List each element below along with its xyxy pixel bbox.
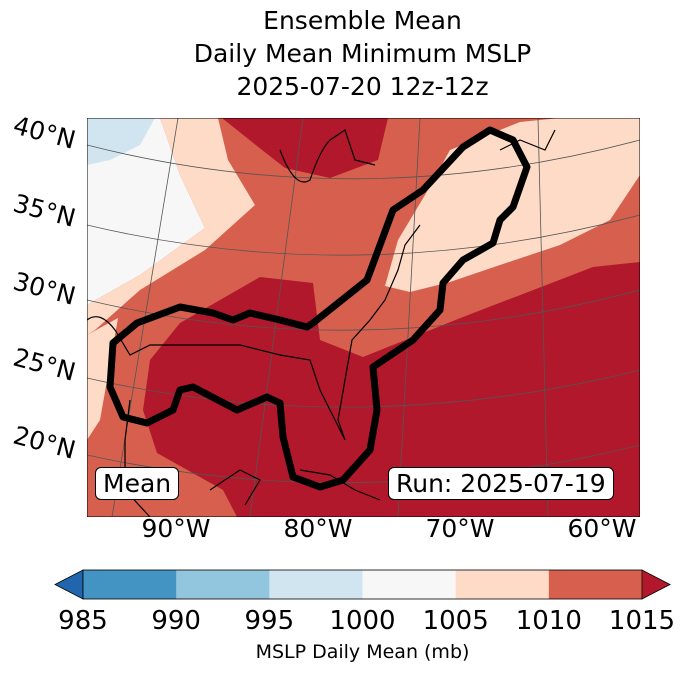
colorbar-under-triangle bbox=[54, 569, 84, 600]
lat-label-30n: 30°N bbox=[10, 266, 79, 311]
colorbar-tick-label: 1010 bbox=[515, 606, 582, 636]
colorbar-segment bbox=[455, 570, 550, 599]
colorbar-outline bbox=[82, 569, 643, 600]
colorbar-label: MSLP Daily Mean (mb) bbox=[255, 641, 470, 663]
lon-label-70w: 70°W bbox=[425, 514, 495, 543]
colorbar-segment bbox=[269, 570, 363, 599]
colorbar-segment bbox=[362, 570, 457, 599]
colorbar-tick-label: 1005 bbox=[422, 606, 489, 636]
colorbar-segment bbox=[83, 570, 177, 599]
colorbar-tick-label: 990 bbox=[151, 606, 201, 636]
lat-label-35n: 35°N bbox=[10, 188, 79, 233]
colorbar-tick-label: 1000 bbox=[329, 606, 396, 636]
title-line-2: Daily Mean Minimum MSLP bbox=[193, 39, 532, 68]
lat-label-40n: 40°N bbox=[10, 110, 79, 155]
probability-contour bbox=[106, 126, 531, 491]
field-1005-1010-west bbox=[87, 118, 255, 335]
mean-label-box: Mean bbox=[95, 467, 180, 500]
field-1000-1005 bbox=[87, 118, 205, 305]
colorbar-tick-label: 985 bbox=[58, 606, 108, 636]
title-line-3: 2025-07-20 12z-12z bbox=[236, 72, 489, 101]
lat-label-20n: 20°N bbox=[10, 420, 79, 465]
colorbar-tick-label: 995 bbox=[244, 606, 295, 636]
map bbox=[87, 118, 640, 517]
lat-label-25n: 25°N bbox=[10, 342, 79, 387]
field-over-1015-south bbox=[143, 262, 640, 517]
field-995-1000 bbox=[87, 118, 155, 165]
lon-label-60w: 60°W bbox=[567, 514, 637, 543]
lon-label-90w: 90°W bbox=[141, 514, 211, 543]
colorbar-over-triangle bbox=[641, 569, 671, 600]
run-date-box: Run: 2025-07-19 bbox=[388, 467, 614, 500]
colorbar-tick-label: 1015 bbox=[608, 606, 676, 636]
colorbar-segment bbox=[176, 570, 270, 599]
colorbar bbox=[54, 569, 671, 600]
title-line-1: Ensemble Mean bbox=[263, 6, 462, 35]
colorbar-segment bbox=[548, 570, 643, 599]
lon-label-80w: 80°W bbox=[283, 514, 353, 543]
